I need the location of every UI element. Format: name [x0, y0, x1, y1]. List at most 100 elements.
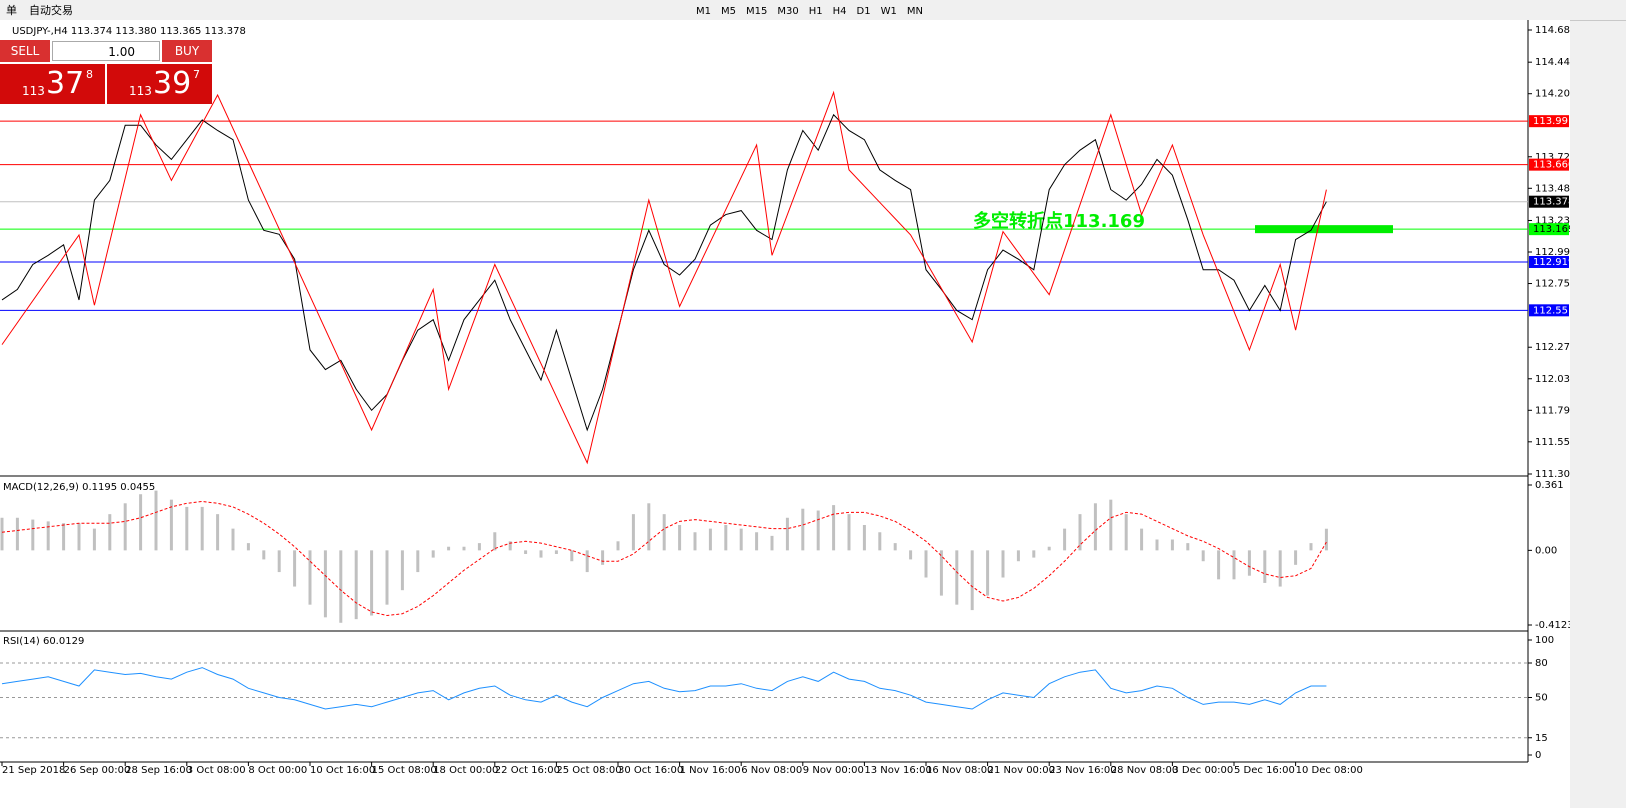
macd-bar: [724, 525, 728, 551]
y-tick-label: 113.235: [1535, 215, 1570, 226]
macd-bar: [493, 532, 497, 551]
sell-price[interactable]: 113 37 8: [0, 64, 105, 104]
level-label: 113.660: [1533, 160, 1570, 171]
annotation: 多空转折点113.169: [973, 210, 1145, 232]
macd-bar: [631, 514, 635, 551]
level-label-bg: [1529, 255, 1569, 268]
x-tick-label: 25 Oct 08:00: [556, 765, 621, 776]
macd-bar: [862, 525, 866, 551]
macd-bar: [924, 550, 928, 578]
macd-bar: [169, 499, 173, 551]
macd-bar: [585, 550, 589, 573]
annotation-bar: [1255, 225, 1393, 234]
timeframe[interactable]: MN: [906, 5, 923, 17]
macd-bar: [832, 505, 836, 551]
x-tick-label: 1 Nov 16:00: [680, 765, 741, 776]
trade-panel: SELL 1.00 BUY 113 37 8 113 39 7: [0, 40, 212, 104]
level-label: 113.991: [1533, 116, 1570, 127]
x-tick-label: 30 Oct 16:00: [618, 765, 683, 776]
macd-bar: [231, 528, 235, 551]
macd-bar: [139, 494, 143, 551]
macd-bar: [108, 514, 112, 551]
x-tick-label: 5 Dec 16:00: [1234, 765, 1295, 776]
timeframe[interactable]: M5: [721, 5, 736, 17]
macd-bar: [770, 535, 774, 551]
level-label: 112.551: [1533, 305, 1570, 316]
macd-bar: [77, 523, 81, 551]
lot-input[interactable]: 1.00: [52, 41, 160, 61]
timeframe[interactable]: M1: [696, 5, 711, 17]
macd-bar: [154, 490, 158, 551]
buy-button[interactable]: BUY: [162, 40, 212, 62]
macd-bar: [662, 514, 666, 551]
y-tick-label: 111.305: [1535, 469, 1570, 480]
macd-bar: [0, 517, 4, 551]
timeframe[interactable]: D1: [856, 5, 871, 17]
y-tick-label: 0: [1535, 750, 1541, 761]
macd-bar: [354, 550, 358, 620]
timeframe[interactable]: W1: [880, 5, 897, 17]
macd-bar: [400, 550, 404, 591]
macd-bar: [262, 550, 266, 560]
timeframe[interactable]: H4: [832, 5, 847, 17]
y-tick-label: 114.685: [1535, 25, 1570, 36]
level-label: 113.169: [1533, 224, 1570, 235]
level-label-bg: [1529, 115, 1569, 128]
macd-bar: [816, 510, 820, 551]
macd-bar: [370, 550, 374, 616]
macd-bar: [431, 550, 435, 558]
macd-bar: [755, 532, 759, 551]
macd-bar: [1247, 550, 1251, 576]
macd-bar: [847, 514, 851, 551]
buy-price[interactable]: 113 39 7: [107, 64, 212, 104]
y-tick-label: 112.270: [1535, 342, 1570, 353]
y-tick-label: 114.200: [1535, 89, 1570, 100]
toolbar-item[interactable]: 单: [6, 4, 17, 17]
macd-bar: [1063, 528, 1067, 551]
price-big-figure: 113: [129, 84, 152, 98]
macd-bar: [1093, 503, 1097, 551]
price-pips: 37: [46, 66, 85, 101]
price-line: [1, 113, 1327, 432]
x-tick-label: 6 Nov 08:00: [741, 765, 802, 776]
macd-bar: [277, 550, 281, 573]
macd-bar: [1124, 514, 1128, 551]
y-tick-label: 112.995: [1535, 247, 1570, 258]
macd-bar: [1278, 550, 1282, 587]
timeframe[interactable]: H1: [808, 5, 823, 17]
x-tick-label: 21 Sep 2018: [2, 765, 65, 776]
timeframe[interactable]: M30: [777, 5, 799, 17]
x-tick-label: 28 Sep 16:00: [125, 765, 192, 776]
macd-bar: [1232, 550, 1236, 580]
macd-bar: [1078, 514, 1082, 551]
y-tick-label: 0.361: [1535, 480, 1564, 491]
macd-bar: [1032, 550, 1036, 558]
macd-bar: [339, 550, 343, 623]
macd-bar: [416, 550, 420, 573]
macd-bar: [1109, 499, 1113, 551]
zigzag-line: [1, 90, 1327, 465]
x-tick-label: 3 Dec 00:00: [1172, 765, 1233, 776]
y-tick-label: 112.030: [1535, 374, 1570, 385]
sell-button[interactable]: SELL: [0, 40, 50, 62]
macd-bar: [693, 532, 697, 551]
rsi-title: RSI(14) 60.0129: [3, 636, 84, 647]
y-tick-label: 0.00: [1535, 545, 1557, 556]
y-tick-label: 113.720: [1535, 152, 1570, 163]
x-tick-label: 16 Nov 08:00: [926, 765, 993, 776]
x-tick-label: 26 Sep 00:00: [64, 765, 131, 776]
level-label-bg: [1529, 304, 1569, 317]
x-tick-label: 9 Nov 00:00: [803, 765, 864, 776]
macd-bar: [601, 550, 605, 565]
price-line: [1, 667, 1327, 710]
macd-bar: [1263, 550, 1267, 583]
macd-bar: [462, 546, 466, 551]
price-point: 7: [193, 68, 200, 81]
toolbar-item[interactable]: 自动交易: [29, 4, 73, 17]
macd-bar: [1170, 539, 1174, 551]
macd-bar: [1016, 550, 1020, 562]
macd-bar: [1140, 528, 1144, 551]
macd-bar: [92, 528, 96, 551]
macd-bar: [1309, 543, 1313, 551]
timeframe[interactable]: M15: [746, 5, 768, 17]
